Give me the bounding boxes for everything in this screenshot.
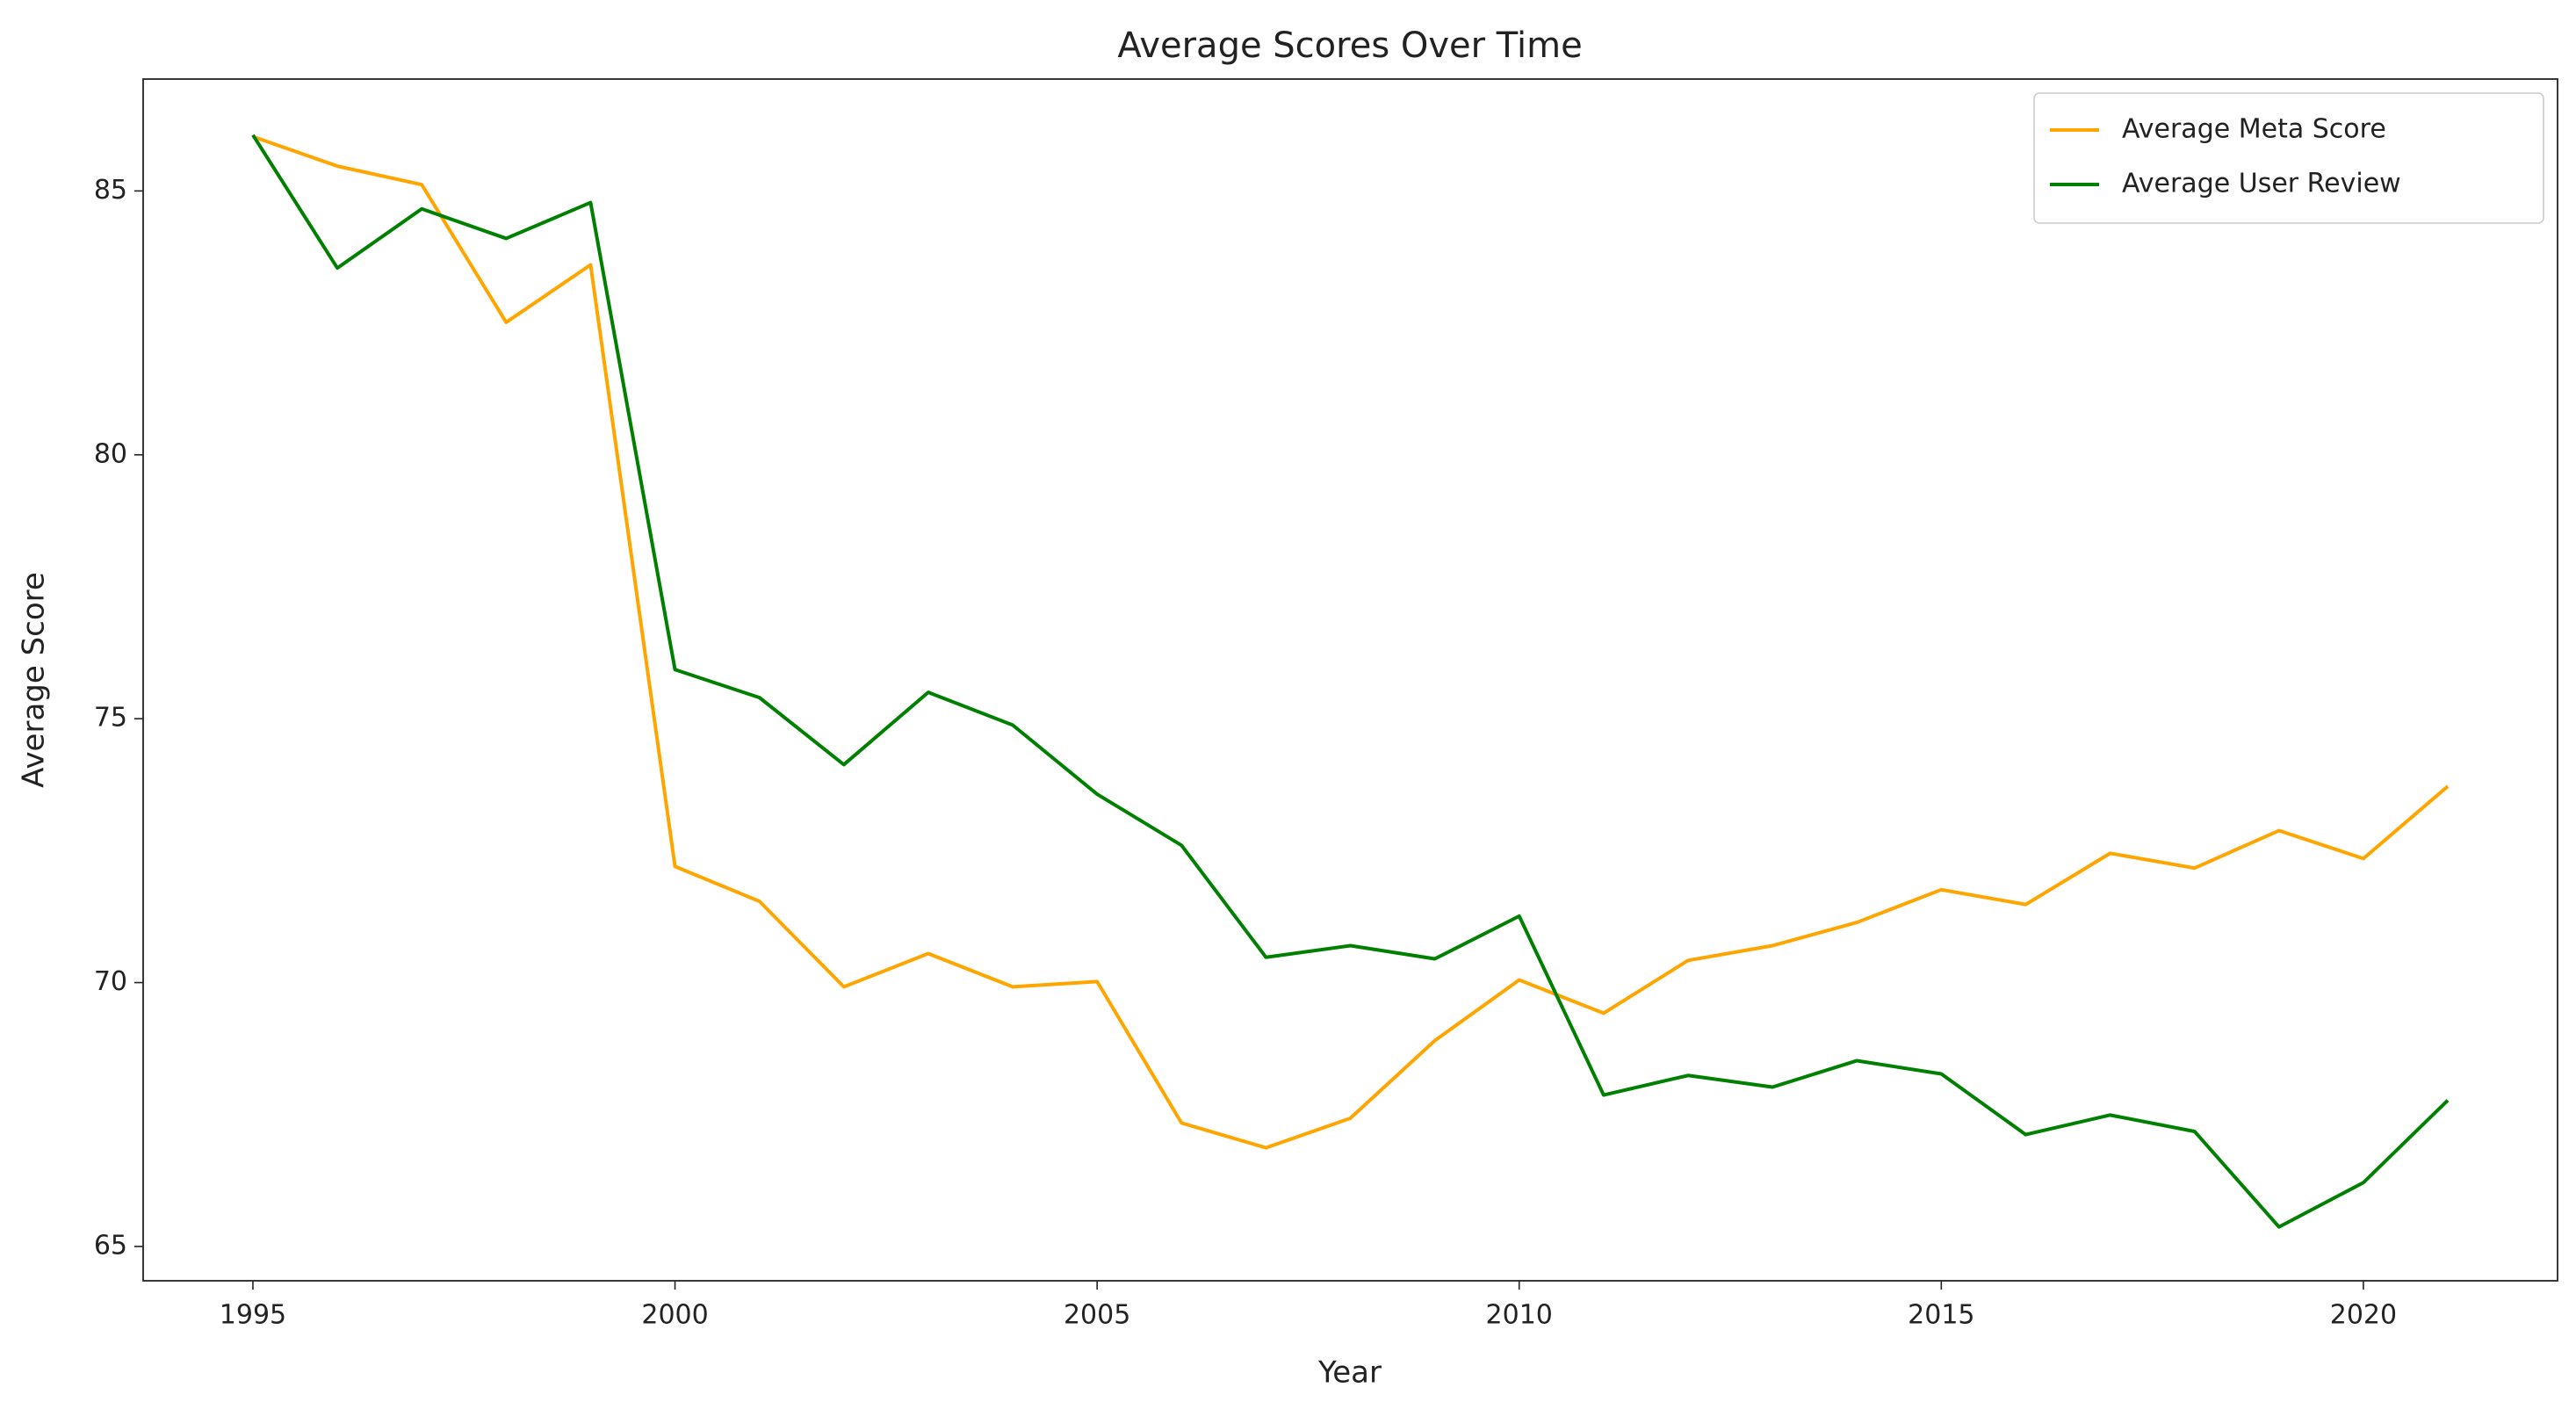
x-tick-label: 2020 bbox=[2330, 1300, 2397, 1331]
x-tick-label: 2015 bbox=[1908, 1300, 1974, 1331]
y-tick-label: 85 bbox=[94, 175, 127, 206]
y-tick-label: 80 bbox=[94, 438, 127, 469]
legend-label: Average Meta Score bbox=[2122, 114, 2386, 145]
legend-label: Average User Review bbox=[2122, 169, 2401, 199]
x-tick-label: 2005 bbox=[1064, 1300, 1130, 1331]
legend-box bbox=[2033, 92, 2544, 224]
y-tick-label: 75 bbox=[94, 703, 127, 734]
series-line bbox=[251, 134, 2450, 1229]
y-tick-label: 65 bbox=[94, 1230, 127, 1261]
y-tick-label: 70 bbox=[94, 966, 127, 997]
plot-frame bbox=[142, 78, 2558, 1282]
y-axis-label: Average Score bbox=[17, 572, 52, 788]
series-line bbox=[252, 134, 2450, 1150]
x-axis-label: Year bbox=[1317, 1355, 1382, 1391]
x-tick-label: 2010 bbox=[1486, 1300, 1553, 1331]
x-tick-label: 1995 bbox=[220, 1300, 286, 1331]
chart-title: Average Scores Over Time bbox=[1117, 25, 1582, 66]
x-tick-label: 2000 bbox=[641, 1300, 708, 1331]
